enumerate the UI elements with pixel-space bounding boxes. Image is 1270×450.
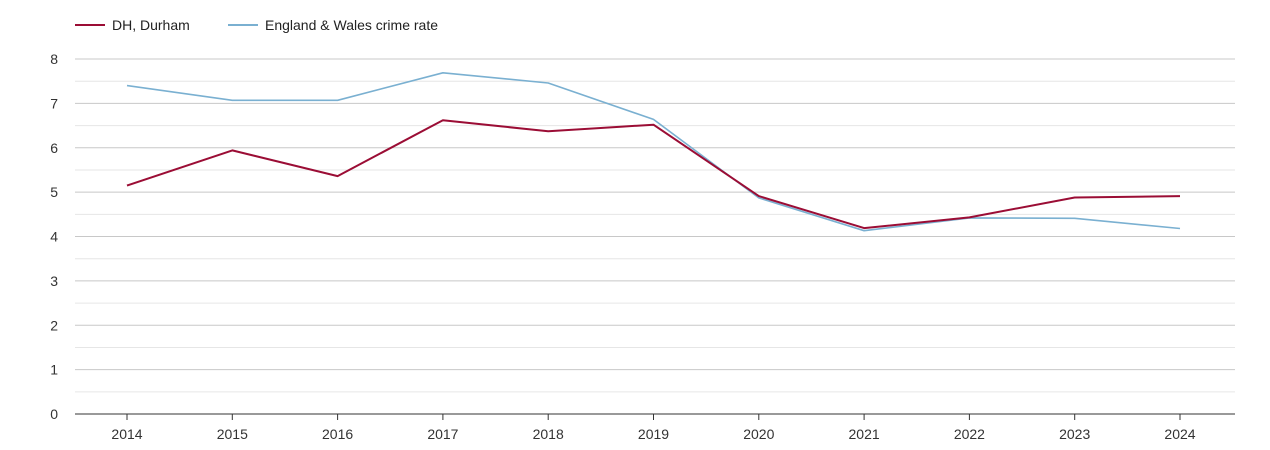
y-tick-label: 1	[50, 362, 58, 378]
y-tick-label: 0	[50, 406, 58, 422]
x-tick-label: 2015	[217, 426, 248, 442]
series-line-england-wales[interactable]	[126, 72, 1181, 232]
x-tick-label: 2024	[1164, 426, 1195, 442]
x-tick-label: 2021	[849, 426, 880, 442]
x-tick-label: 2018	[533, 426, 564, 442]
y-tick-label: 2	[50, 317, 58, 333]
x-tick-label: 2022	[954, 426, 985, 442]
y-tick-label: 7	[50, 95, 58, 111]
y-tick-label: 5	[50, 184, 58, 200]
x-tick-label: 2020	[743, 426, 774, 442]
axes: 0 1 2 3 4 5 6 7 8 2014 2015 2016 2017 2018 2019 2020 202…	[50, 51, 1235, 442]
x-tick-label: 2016	[322, 426, 353, 442]
series-lines	[126, 72, 1181, 232]
x-tick-label: 2019	[638, 426, 669, 442]
x-tick-label: 2017	[427, 426, 458, 442]
y-tick-label: 4	[50, 229, 58, 245]
legend-item-england-wales[interactable]: England & Wales crime rate	[228, 17, 438, 33]
grid-lines	[75, 58, 1235, 393]
legend-label-durham: DH, Durham	[112, 17, 190, 33]
y-tick-label: 3	[50, 273, 58, 289]
y-tick-label: 6	[50, 140, 58, 156]
series-line-durham[interactable]	[126, 119, 1181, 230]
legend: DH, Durham England & Wales crime rate	[75, 17, 438, 33]
x-tick-label: 2023	[1059, 426, 1090, 442]
legend-label-england-wales: England & Wales crime rate	[265, 17, 438, 33]
legend-item-durham[interactable]: DH, Durham	[75, 17, 190, 33]
x-tick-label: 2014	[111, 426, 142, 442]
y-tick-label: 8	[50, 51, 58, 67]
